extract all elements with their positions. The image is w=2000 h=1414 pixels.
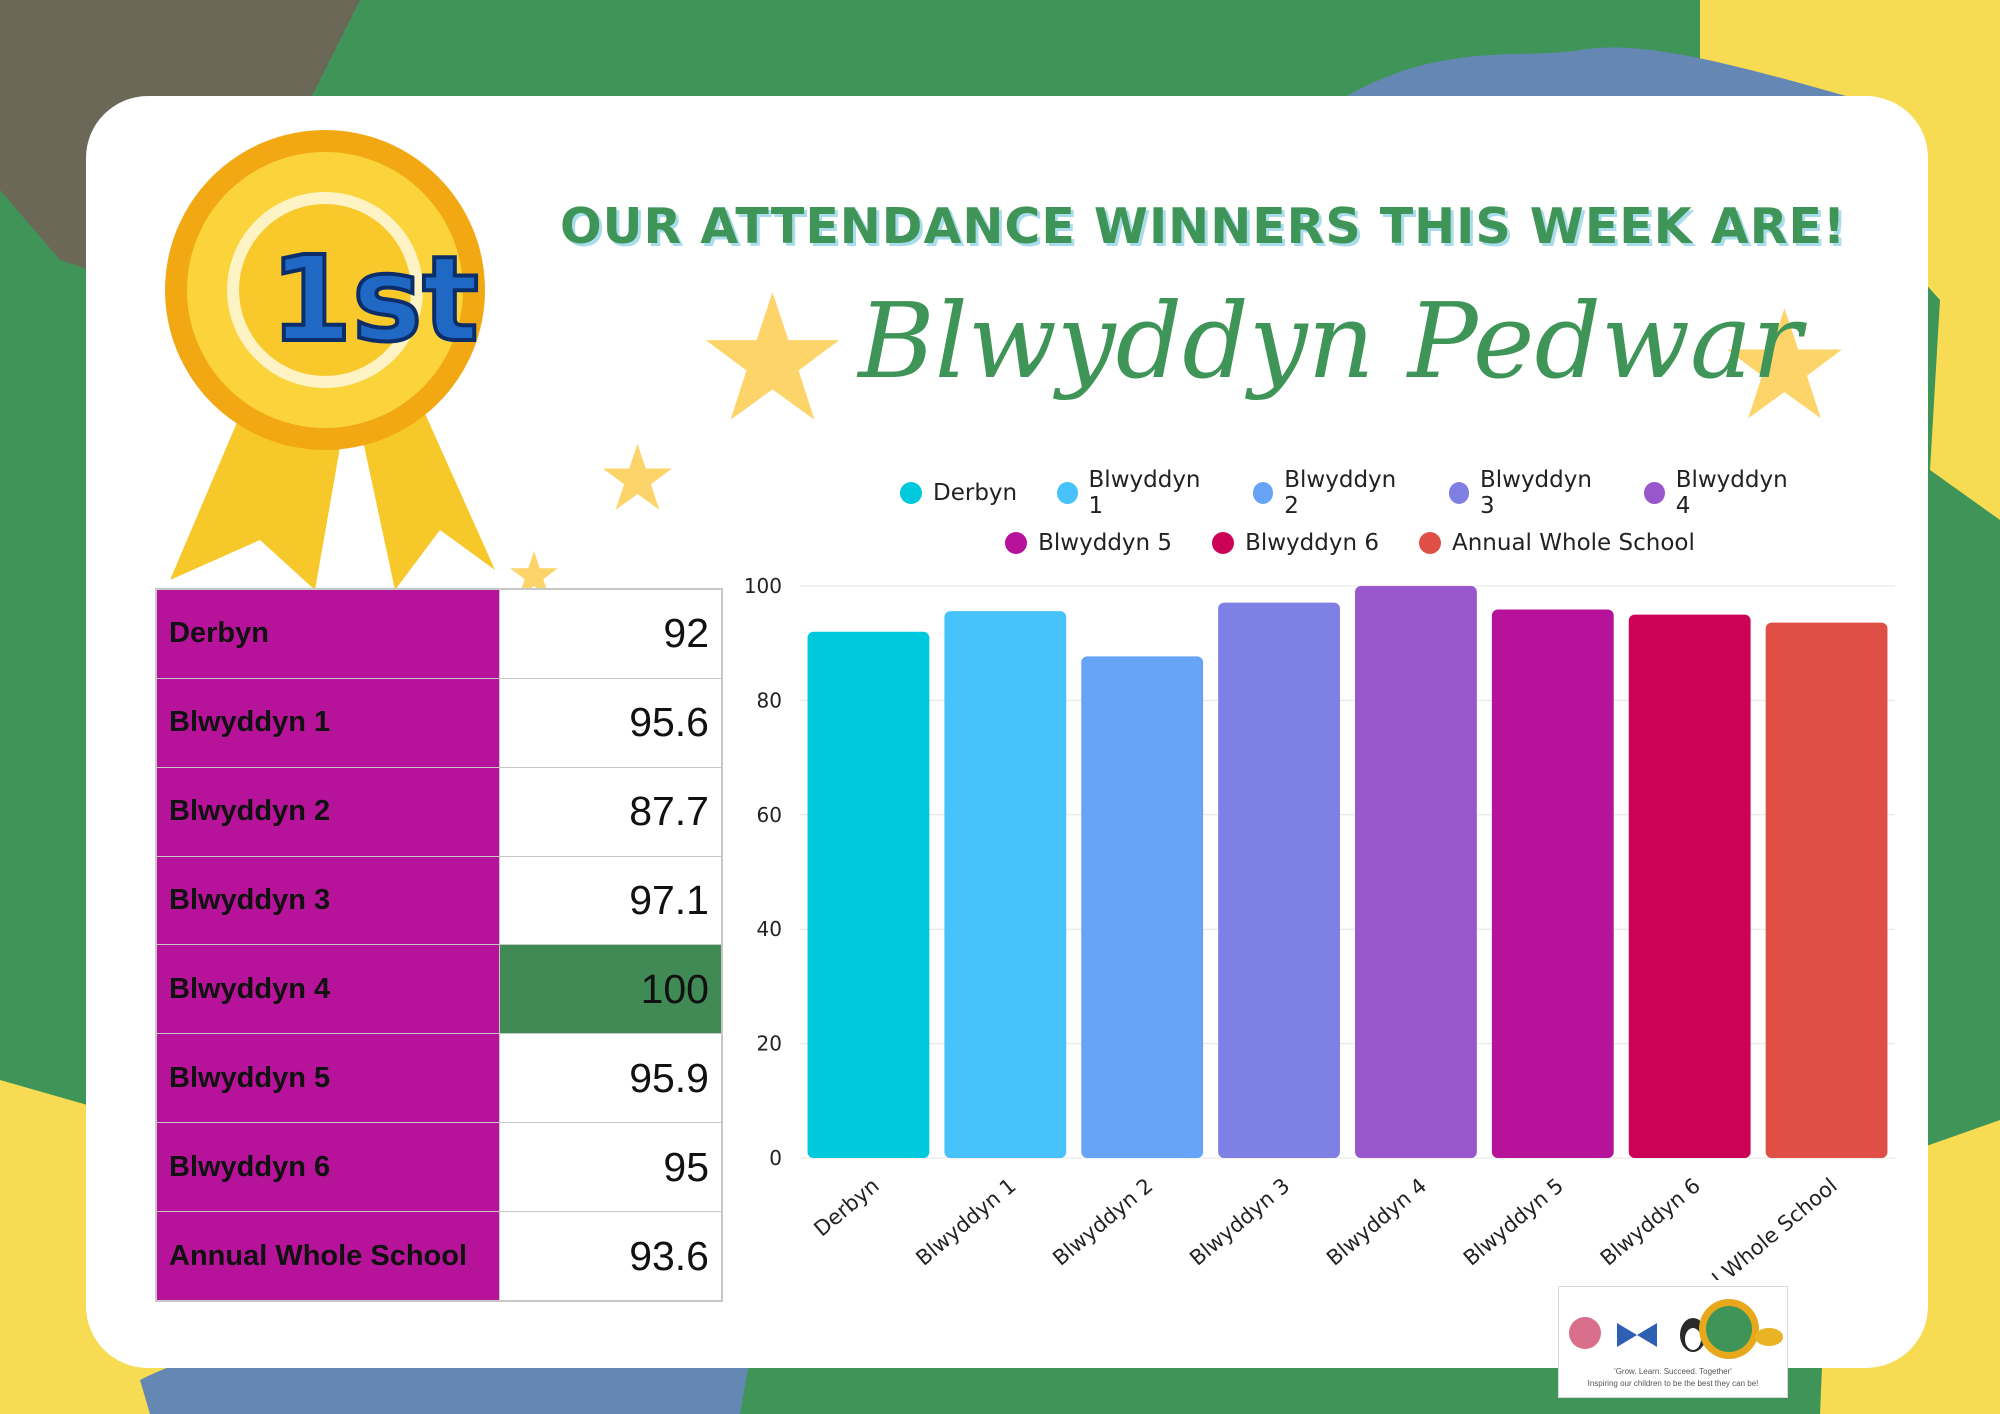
legend-swatch bbox=[1644, 482, 1665, 504]
legend-item: Blwyddyn 5 bbox=[1005, 530, 1172, 556]
headline: OUR ATTENDANCE WINNERS THIS WEEK ARE! bbox=[560, 198, 1847, 255]
legend-item: Blwyddyn 2 bbox=[1252, 467, 1409, 519]
row-label: Blwyddyn 3 bbox=[155, 855, 500, 946]
legend-label: Blwyddyn 1 bbox=[1088, 467, 1201, 519]
y-tick-label: 20 bbox=[757, 1032, 782, 1056]
table-row: Blwyddyn 5 95.9 bbox=[155, 1033, 723, 1124]
legend-label: Blwyddyn 2 bbox=[1284, 467, 1397, 519]
chart-legend: Derbyn Blwyddyn 1 Blwyddyn 2 Blwyddyn 3 Blwy… bbox=[880, 467, 1820, 568]
bar bbox=[1218, 602, 1340, 1158]
bar bbox=[1491, 609, 1614, 1158]
row-value: 95.6 bbox=[499, 677, 723, 768]
row-value: 93.6 bbox=[499, 1211, 723, 1302]
legend-swatch bbox=[1057, 482, 1078, 504]
legend-swatch bbox=[1419, 532, 1441, 554]
attendance-bar-chart: 0 20 40 60 80 100 Derbyn Blwyddyn 1 Blwyddyn 2 Bl… bbox=[744, 574, 1895, 1280]
legend-row: Derbyn Blwyddyn 1 Blwyddyn 2 Blwyddyn 3 Blwy… bbox=[880, 467, 1820, 519]
legend-item: Blwyddyn 1 bbox=[1057, 467, 1213, 519]
legend-swatch bbox=[1448, 482, 1469, 504]
legend-label: Derbyn bbox=[933, 480, 1018, 506]
legend-label: Annual Whole School bbox=[1452, 530, 1695, 556]
legend-item: Derbyn bbox=[900, 480, 1017, 506]
legend-label: Blwyddyn 5 bbox=[1038, 530, 1173, 556]
legend-swatch bbox=[1252, 482, 1274, 504]
row-value-highlighted: 100 bbox=[499, 944, 723, 1035]
y-tick-label: 0 bbox=[769, 1146, 782, 1170]
row-label: Blwyddyn 1 bbox=[155, 677, 500, 768]
bar bbox=[1628, 614, 1751, 1158]
row-label: Blwyddyn 5 bbox=[155, 1033, 500, 1124]
row-value: 97.1 bbox=[499, 855, 723, 946]
bar bbox=[807, 631, 930, 1158]
star-icon bbox=[1727, 308, 1842, 419]
row-label: Blwyddyn 2 bbox=[155, 766, 500, 857]
table-row: Blwyddyn 4 100 bbox=[155, 944, 723, 1035]
school-logo-strip: 'Grow. Learn. Succeed. Together' Inspiri… bbox=[1558, 1286, 1788, 1398]
winner-name: Blwyddyn Pedwar bbox=[858, 280, 1802, 402]
x-tick-label: Blwyddyn 4 bbox=[1322, 1173, 1431, 1270]
table-row: Blwyddyn 6 95 bbox=[155, 1122, 723, 1213]
school-motto: 'Grow. Learn. Succeed. Together' bbox=[1614, 1367, 1732, 1376]
table-row: Blwyddyn 2 87.7 bbox=[155, 766, 723, 857]
row-value: 87.7 bbox=[499, 766, 723, 857]
legend-label: Blwyddyn 3 bbox=[1479, 467, 1592, 519]
x-tick-label: Derbyn bbox=[809, 1173, 883, 1241]
star-icon bbox=[510, 551, 558, 588]
y-tick-label: 60 bbox=[757, 803, 782, 827]
x-tick-label: Blwyddyn 1 bbox=[911, 1173, 1020, 1270]
y-tick-label: 100 bbox=[744, 574, 782, 598]
legend-swatch bbox=[1212, 532, 1235, 554]
row-label: Annual Whole School bbox=[155, 1211, 500, 1302]
rosette-badge-text: 1st bbox=[270, 230, 479, 368]
legend-swatch bbox=[1005, 532, 1028, 554]
legend-item: Blwyddyn 4 bbox=[1644, 467, 1800, 519]
row-label: Derbyn bbox=[155, 588, 500, 679]
x-tick-label: Blwyddyn 2 bbox=[1048, 1173, 1157, 1270]
star-icon bbox=[705, 292, 840, 420]
attendance-table: Derbyn 92 Blwyddyn 1 95.6 Blwyddyn 2 87.… bbox=[155, 588, 723, 1302]
legend-row: Blwyddyn 5 Blwyddyn 6 Annual Whole School bbox=[880, 518, 1820, 568]
bar bbox=[1355, 586, 1477, 1158]
y-tick-label: 80 bbox=[757, 688, 782, 712]
x-tick-label: Blwyddyn 6 bbox=[1596, 1173, 1705, 1270]
row-value: 95 bbox=[499, 1122, 723, 1213]
row-value: 92 bbox=[499, 588, 723, 679]
bar bbox=[944, 611, 1067, 1158]
table-row: Blwyddyn 3 97.1 bbox=[155, 855, 723, 946]
legend-item: Annual Whole School bbox=[1419, 530, 1695, 556]
bar bbox=[1081, 656, 1204, 1158]
bar bbox=[1765, 622, 1888, 1158]
table-row: Annual Whole School 93.6 bbox=[155, 1211, 723, 1302]
table-row: Blwyddyn 1 95.6 bbox=[155, 677, 723, 768]
school-mascots-icon bbox=[1569, 1299, 1783, 1359]
row-label: Blwyddyn 6 bbox=[155, 1122, 500, 1213]
x-tick-label: Blwyddyn 5 bbox=[1459, 1173, 1568, 1270]
table-row: Derbyn 92 bbox=[155, 588, 723, 679]
x-tick-label: Blwyddyn 3 bbox=[1185, 1173, 1294, 1270]
legend-label: Blwyddyn 4 bbox=[1675, 467, 1788, 519]
first-place-rosette-icon: 1st bbox=[165, 130, 495, 590]
legend-swatch bbox=[900, 482, 922, 504]
legend-item: Blwyddyn 6 bbox=[1212, 530, 1379, 556]
y-tick-label: 40 bbox=[757, 917, 782, 941]
row-value: 95.9 bbox=[499, 1033, 723, 1124]
legend-item: Blwyddyn 3 bbox=[1448, 467, 1605, 519]
star-icon bbox=[603, 443, 672, 510]
school-tagline: Inspiring our children to be the best th… bbox=[1587, 1379, 1759, 1388]
row-label: Blwyddyn 4 bbox=[155, 944, 500, 1035]
legend-label: Blwyddyn 6 bbox=[1245, 530, 1379, 556]
